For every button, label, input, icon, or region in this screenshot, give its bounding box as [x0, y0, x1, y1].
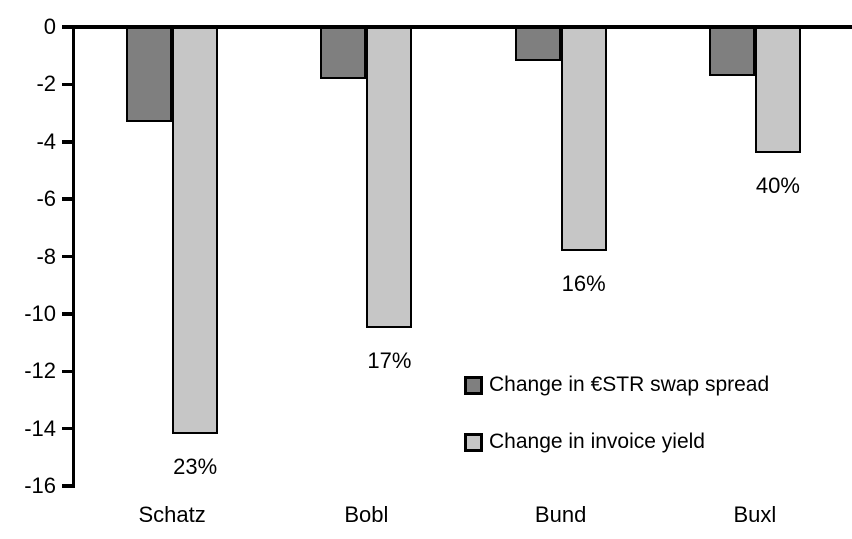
y-tick: [62, 25, 75, 29]
bar-bobl-series-0: [320, 27, 367, 79]
bar-buxl-series-0: [708, 27, 755, 76]
y-tick-label: -12: [24, 358, 56, 384]
legend-item-swap-spread: Change in €STR swap spread: [464, 372, 769, 398]
y-tick-label: -4: [36, 128, 56, 154]
y-tick: [62, 140, 75, 144]
bar-bobl-series-1: [366, 27, 413, 329]
y-tick-label: -10: [24, 300, 56, 326]
bar-value-label-schatz: 23%: [173, 454, 218, 480]
bar-schatz-series-0: [126, 27, 173, 122]
legend-label-swap-spread: Change in €STR swap spread: [489, 373, 770, 396]
x-axis-label-buxl: Buxl: [733, 502, 777, 527]
y-tick-label: -6: [36, 186, 56, 212]
y-tick: [62, 312, 75, 316]
x-axis-label-schatz: Schatz: [138, 502, 206, 527]
y-tick: [62, 254, 75, 259]
y-tick: [62, 369, 75, 373]
bar-schatz-series-1: [172, 27, 219, 435]
y-tick-label: -16: [24, 473, 56, 498]
legend: Change in €STR swap spread Change in inv…: [464, 372, 769, 486]
y-tick-label: -14: [24, 415, 56, 441]
zero-line: [71, 25, 852, 29]
y-tick: [62, 426, 75, 431]
bar-value-label-bund: 16%: [561, 270, 606, 296]
y-tick: [62, 197, 75, 201]
legend-item-invoice-yield: Change in invoice yield: [464, 429, 769, 455]
y-tick: [62, 484, 75, 488]
legend-label-invoice-yield: Change in invoice yield: [489, 430, 705, 453]
x-axis-label-bobl: Bobl: [344, 502, 389, 527]
bar-bund-series-0: [514, 27, 561, 62]
bar-bund-series-1: [560, 27, 607, 251]
bar-value-label-buxl: 40%: [755, 173, 800, 199]
y-tick-label: -8: [36, 243, 56, 269]
bar-value-label-bobl: 17%: [367, 348, 412, 374]
y-tick-label: -2: [36, 71, 56, 97]
legend-swatch-swap-spread-icon: [464, 375, 483, 395]
bar-buxl-series-1: [754, 27, 801, 154]
legend-swatch-invoice-yield-icon: [464, 432, 483, 452]
y-tick: [62, 82, 75, 87]
y-tick-label: 0: [43, 14, 56, 39]
x-axis-label-bund: Bund: [534, 502, 587, 527]
